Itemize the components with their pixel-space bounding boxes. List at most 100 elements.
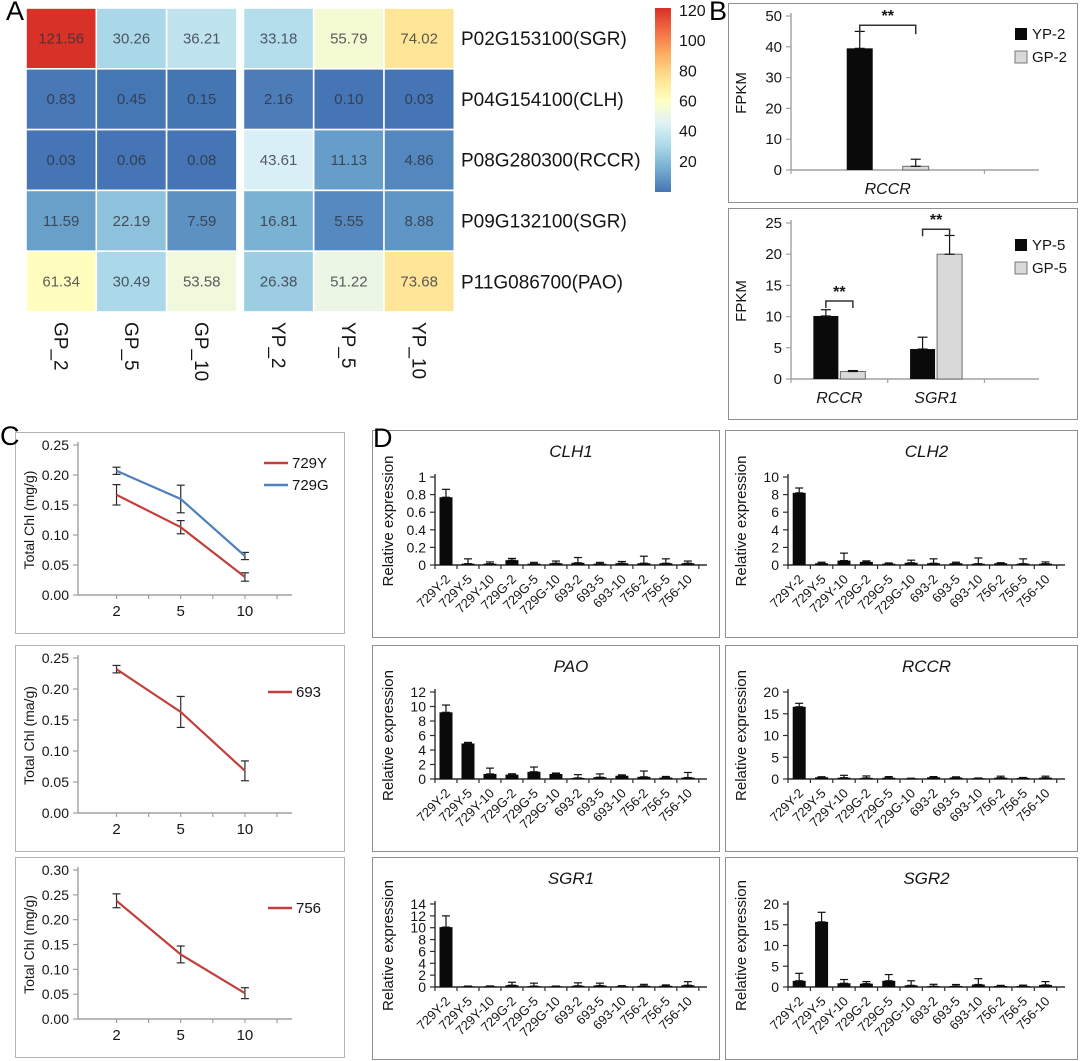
bar-expression-756-10: [1038, 563, 1052, 565]
y-tick-label: 8: [771, 487, 779, 503]
x-tick-label: 5: [177, 1027, 185, 1044]
y-tick-label: 10: [763, 728, 779, 744]
legend-swatch-GP-2: [1014, 50, 1028, 64]
legend-label: YP-5: [1032, 237, 1065, 254]
bar-expression-693-5: [593, 777, 607, 779]
y-tick-label: 0: [771, 771, 779, 787]
y-tick-label: 1: [418, 469, 426, 485]
y-tick-label: 15: [763, 917, 779, 933]
y-tick-label: 0: [418, 557, 426, 573]
y-tick-label: 2: [418, 967, 426, 983]
bar-expression-729G-10: [549, 773, 563, 779]
legend-swatch-YP-2: [1015, 28, 1027, 40]
y-tick-label: 2: [771, 539, 779, 555]
y-tick-label: 0.10: [42, 743, 69, 759]
heatmap-cell-value: 36.21: [183, 30, 221, 47]
y-tick-label: 5: [771, 749, 779, 765]
y-tick-label: 10: [410, 699, 426, 715]
heatmap-cell-value: 16.81: [260, 213, 298, 230]
bar-expression-729Y-5: [815, 921, 829, 987]
bar-expression-693-5: [593, 985, 607, 987]
panel-d-chart-clh1: CLH1 0 0.2 0.4 0.6 0.8 1 Relative expression 729…: [372, 430, 720, 638]
y-tick-label: 12: [410, 684, 426, 700]
heatmap-cell-YP_10-r3: [383, 189, 456, 252]
legend-label: 729Y: [292, 455, 327, 472]
bar-expression-729G-10: [549, 563, 563, 565]
line-729Y: [116, 493, 246, 578]
y-axis-label: FPKM: [733, 280, 750, 322]
heatmap-cell-GP_5-r1: [95, 68, 168, 131]
y-tick-label: 0.00: [42, 1011, 69, 1027]
heatmap-cell-value: 61.34: [42, 274, 80, 291]
heatmap-cell-value: 22.19: [113, 213, 151, 230]
heatmap-cell-GP_5-r2: [95, 128, 168, 192]
heatmap-cell-value: 4.86: [405, 152, 434, 169]
x-category-label: RCCR: [865, 181, 912, 198]
bar-YP-5-SGR1: [910, 349, 936, 379]
y-tick-label: 10: [410, 920, 426, 936]
b2-bar-chart: 0 5 10 15 20 25 FPKM RCCR SGR1 ** ** YP-5 GP-5: [733, 212, 1067, 407]
y-tick-label: 0.10: [42, 961, 69, 977]
y-tick-label: 0.15: [42, 712, 69, 728]
panel-d-chart-sgr1: SGR1 0 2 4 6 8 10 12 14 Relative expression 729Y-2…: [372, 857, 720, 1060]
bar-expression-729G-5: [527, 771, 541, 779]
heatmap-cell-GP_5-r0: [95, 7, 168, 70]
heatmap-cell-YP_10-r0: [383, 7, 456, 70]
significance-bracket: [858, 24, 917, 35]
line-756: [115, 899, 246, 995]
heatmap-cell-GP_10-r3: [165, 189, 238, 252]
heatmap-cell-YP_10-r1: [383, 68, 456, 131]
heatmap-cell-YP_2-r2: [242, 128, 315, 192]
y-tick-label: 5: [771, 958, 779, 974]
bar-expression-729G-2: [859, 561, 873, 565]
colorbar-tick-label: 80: [679, 63, 697, 80]
bar-expression-729Y-10: [837, 560, 851, 565]
bar-expression-729G-2: [505, 985, 519, 987]
bar-expression-729G-10: [904, 985, 918, 987]
heatmap-row-label: P09G132100(SGR): [461, 211, 627, 232]
heatmap-cell-value: 0.83: [47, 91, 76, 108]
legend-label: 729G: [292, 477, 329, 494]
y-axis-label: Total Chl (mg/g): [21, 471, 37, 570]
legend-label: GP-2: [1032, 49, 1067, 66]
colorbar-tick-label: 40: [679, 124, 697, 141]
y-tick-label: 0.15: [42, 937, 69, 953]
y-tick-label: 0.00: [42, 587, 69, 603]
colorbar: [655, 8, 671, 192]
x-tick-label: 10: [237, 1027, 254, 1044]
panel-b-label: B: [709, 0, 728, 26]
b1-bar-chart: 0 10 20 30 40 50 FPKM RCCR ** YP-2 GP-2: [733, 8, 1067, 198]
bar-expression-729Y-2: [792, 706, 806, 779]
legend-label: 756: [296, 900, 321, 917]
heatmap-cell-GP_5-r3: [95, 189, 168, 252]
bar-expression-729G-2: [859, 983, 873, 987]
heatmap-row-label: P02G153100(SGR): [461, 29, 627, 50]
bar-expression-729G-5: [882, 980, 896, 987]
y-tick-label: 0: [774, 371, 782, 388]
bar-GP-5-SGR1: [936, 253, 963, 380]
y-tick-label: 6: [418, 943, 426, 959]
heatmap-cell-value: 73.68: [400, 274, 438, 291]
chart-title: SGR1: [548, 869, 594, 888]
x-tick-label: 10: [237, 603, 254, 620]
y-tick-label: 4: [771, 522, 779, 538]
bar-expression-756-10: [1038, 777, 1052, 779]
y-tick-label: 0.4: [407, 522, 427, 538]
panel-c-chart-729: 0.00 0.05 0.10 0.15 0.20 0.25 2 5 10 Total Chl (m…: [15, 432, 345, 634]
legend-swatch-GP-5: [1014, 261, 1028, 275]
bar-expression-729Y-5: [461, 743, 475, 779]
bar-expression-693-5: [949, 563, 963, 565]
heatmap-cell-GP_2-r3: [25, 189, 98, 252]
bar-expression-693-10: [971, 563, 985, 565]
y-tick-label: 5: [774, 340, 782, 357]
y-tick-label: 0.30: [42, 862, 69, 878]
heatmap-cell-value: 0.03: [47, 152, 76, 169]
y-tick-label: 30: [765, 70, 782, 87]
heatmap-cell-GP_2-r4: [25, 250, 98, 313]
y-axis-label: Relative expression: [733, 880, 750, 1011]
bar-expression-756-2: [994, 777, 1008, 779]
heatmap-cell-YP_5-r3: [312, 189, 385, 252]
y-tick-label: 25: [765, 215, 782, 232]
